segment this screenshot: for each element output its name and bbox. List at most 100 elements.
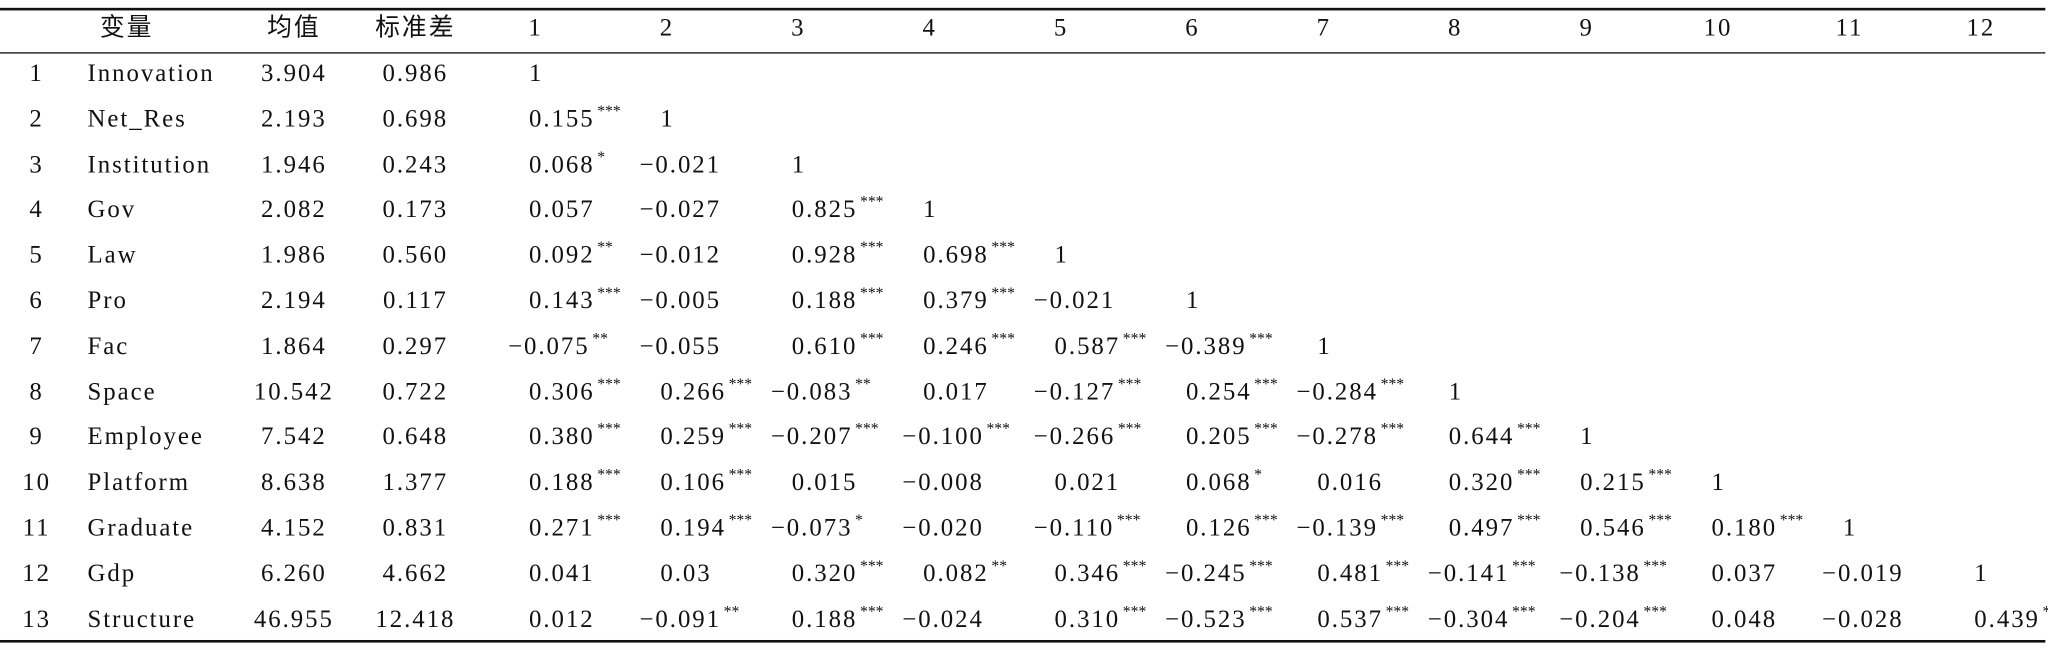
- correlation-value: 0.188: [791, 605, 858, 633]
- correlation-value: 0.379: [923, 287, 989, 315]
- significance-stars: ***: [1643, 601, 1667, 620]
- correlation-value: −0.008: [902, 469, 984, 497]
- correlation-value: 0.016: [1317, 469, 1383, 497]
- significance-stars: ***: [597, 283, 621, 302]
- column-header: 12: [1966, 14, 1996, 42]
- significance: ***: [726, 374, 753, 410]
- correlation-value: 0.259: [660, 423, 726, 452]
- column-header: 2: [659, 14, 675, 42]
- correlation-value: −0.284: [1296, 378, 1379, 406]
- variable-name: Gdp: [87, 560, 137, 588]
- correlation-value: −0.005: [639, 287, 722, 315]
- mean-value: 1.946: [261, 150, 327, 179]
- significance: ***: [1378, 374, 1405, 410]
- mean-value: 7.542: [261, 423, 327, 452]
- mean-value: 1.986: [261, 241, 327, 270]
- significance: ***: [857, 192, 884, 228]
- significance: ***: [726, 465, 753, 501]
- significance: *: [852, 511, 863, 546]
- correlation-value: 0.546: [1580, 514, 1646, 543]
- correlation-value: −0.012: [639, 241, 722, 270]
- variable-name: Fac: [87, 332, 130, 361]
- correlation-value: 0.057: [528, 196, 595, 224]
- column-header: 变量: [99, 14, 154, 42]
- significance: ***: [1115, 374, 1142, 410]
- significance-stars: ***: [1779, 510, 1804, 529]
- column-header: 5: [1053, 14, 1069, 42]
- significance: ***: [1383, 601, 1410, 637]
- row-index: 9: [29, 423, 44, 452]
- row-index: 1: [29, 60, 44, 88]
- significance: **: [989, 556, 1008, 592]
- correlation-value: 0.126: [1185, 514, 1252, 543]
- significance-stars: ***: [728, 419, 753, 439]
- variable-name: Space: [87, 378, 157, 406]
- row-index: 7: [29, 332, 44, 361]
- correlation-value: 0.194: [660, 514, 726, 543]
- variable-name: Structure: [87, 605, 197, 633]
- significance-stars: ***: [991, 283, 1015, 302]
- significance-stars: **: [991, 556, 1008, 575]
- significance-stars: ***: [1648, 465, 1672, 484]
- sd-value: 0.698: [382, 105, 449, 133]
- significance-stars: ***: [597, 101, 621, 120]
- significance: ***: [857, 283, 884, 319]
- significance-stars: ***: [1385, 601, 1410, 620]
- significance-stars: ***: [1249, 328, 1273, 348]
- row-index: 4: [29, 196, 44, 224]
- significance: ***: [595, 511, 621, 546]
- significance-stars: ***: [1516, 510, 1541, 529]
- significance-stars: ***: [1249, 601, 1273, 620]
- correlation-value: −0.207: [770, 423, 853, 452]
- significance: ***: [1383, 556, 1410, 592]
- correlation-value: 0.037: [1711, 560, 1778, 588]
- significance: ***: [857, 237, 884, 274]
- correlation-value: 1: [791, 150, 807, 179]
- significance-stars: ***: [859, 192, 884, 211]
- significance-stars: ***: [597, 419, 621, 439]
- correlation-value: 0.068: [1185, 469, 1252, 497]
- correlation-value: 1: [1842, 514, 1858, 543]
- mean-value: 6.260: [261, 560, 327, 588]
- correlation-value: −0.075: [508, 332, 590, 361]
- row-index: 8: [29, 378, 44, 406]
- row-index: 3: [29, 150, 44, 179]
- significance-stars: ***: [859, 556, 884, 575]
- significance: ***: [1509, 602, 1536, 637]
- significance-stars: ***: [1516, 465, 1541, 484]
- significance-stars: ***: [1516, 419, 1541, 439]
- sd-value: 0.986: [382, 60, 449, 88]
- correlation-value: 1: [1317, 332, 1332, 361]
- significance-stars: ***: [1643, 556, 1667, 575]
- significance: ***: [1247, 556, 1273, 592]
- correlation-value: −0.091: [639, 605, 722, 633]
- row-index: 13: [22, 605, 51, 633]
- significance-stars: ***: [728, 510, 753, 529]
- significance: **: [590, 328, 608, 364]
- correlation-value: 0.644: [1448, 423, 1515, 452]
- correlation-value: 0.03: [660, 560, 712, 588]
- mean-value: 2.082: [261, 196, 327, 224]
- variable-name: Law: [87, 241, 138, 270]
- correlation-value: −0.138: [1559, 560, 1641, 588]
- variable-name: Employee: [87, 423, 204, 452]
- significance-stars: ***: [859, 237, 884, 257]
- correlation-value: 0.306: [528, 378, 595, 406]
- correlation-value: −0.024: [902, 605, 984, 633]
- correlation-value: 0.205: [1185, 423, 1252, 452]
- correlation-value: 1: [1448, 378, 1464, 406]
- significance-stars: *: [1254, 465, 1262, 484]
- variable-name: Graduate: [87, 514, 195, 543]
- significance-stars: **: [723, 601, 740, 620]
- correlation-value: 0.021: [1054, 469, 1121, 497]
- correlation-value: 0.155: [528, 105, 595, 133]
- significance-stars: ***: [1385, 556, 1410, 575]
- significance-stars: **: [597, 237, 613, 257]
- correlation-value: 0.017: [923, 378, 989, 406]
- correlation-value: 0.188: [791, 287, 858, 315]
- significance-stars: **: [592, 328, 608, 348]
- significance: ***: [1514, 465, 1541, 501]
- sd-value: 0.243: [382, 150, 449, 179]
- significance: ***: [989, 283, 1015, 319]
- significance: ***: [1378, 420, 1405, 455]
